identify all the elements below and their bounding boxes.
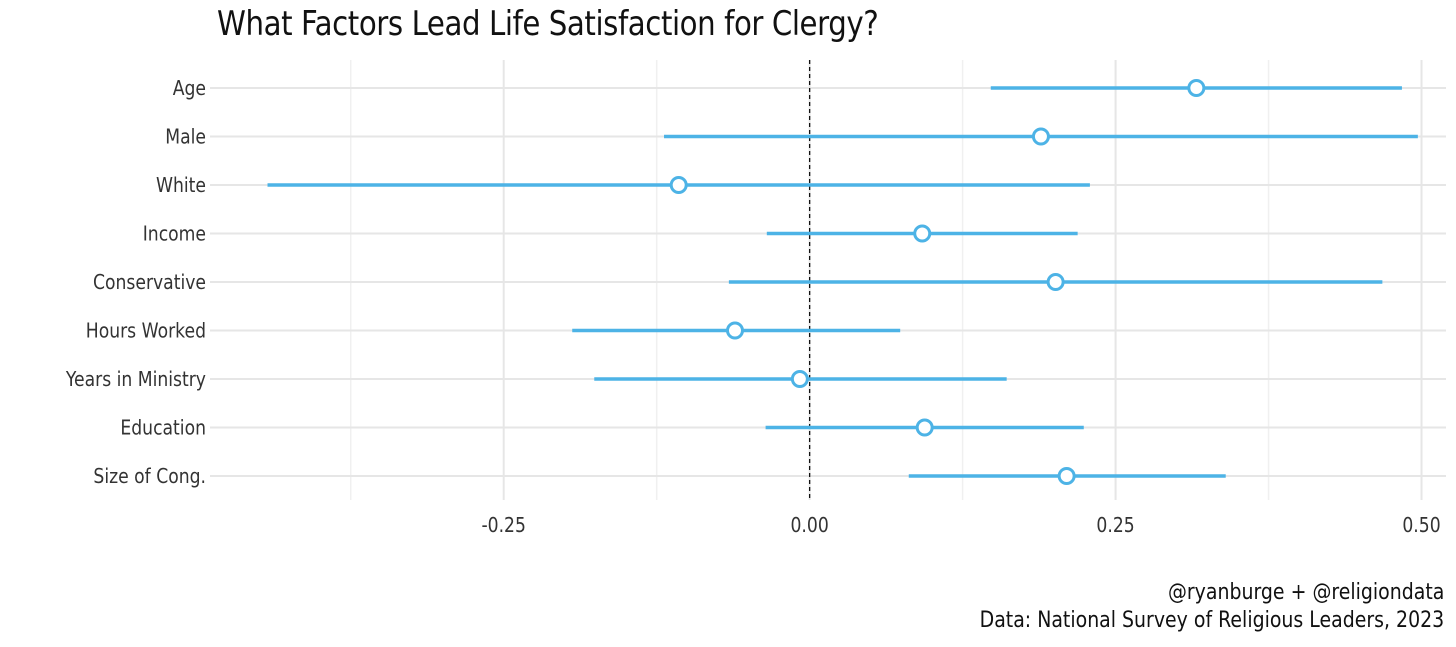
chart-title: What Factors Lead Life Satisfaction for …: [217, 4, 879, 44]
x-axis-labels: -0.25 0.00 0.25 0.50: [481, 515, 1440, 538]
y-tick-label: Male: [165, 126, 206, 149]
y-tick-label: Hours Worked: [86, 320, 206, 343]
y-tick-label: White: [156, 175, 206, 198]
grid-lines: [210, 60, 1446, 500]
point-estimate: [1187, 79, 1206, 97]
y-tick-label: Education: [120, 417, 206, 440]
caption-handle: @ryanburge + @religiondata: [1167, 580, 1444, 605]
coefficient-plot: Age Male White Income Conservative Hours Work…: [65, 60, 1446, 538]
point-estimate: [1057, 467, 1076, 485]
y-tick-label: Income: [143, 223, 206, 246]
point-estimate: [1046, 273, 1065, 291]
point-estimate: [790, 370, 809, 388]
x-tick-label: -0.25: [481, 515, 525, 538]
point-estimate: [669, 176, 688, 194]
x-tick-label: 0.00: [791, 515, 829, 538]
y-tick-label: Size of Cong.: [93, 466, 206, 489]
x-tick-label: 0.50: [1402, 515, 1440, 538]
point-estimate: [915, 418, 934, 437]
point-estimate: [913, 224, 932, 243]
point-estimate: [1031, 127, 1050, 146]
y-tick-label: Age: [173, 78, 206, 101]
point-estimate: [725, 321, 744, 340]
x-tick-label: 0.25: [1096, 515, 1134, 538]
y-axis-labels: Age Male White Income Conservative Hours Work…: [65, 78, 206, 489]
y-tick-label: Years in Ministry: [65, 369, 206, 392]
caption-source: Data: National Survey of Religious Leade…: [979, 608, 1444, 633]
y-tick-label: Conservative: [93, 272, 206, 295]
plot-marks: [267, 79, 1418, 485]
